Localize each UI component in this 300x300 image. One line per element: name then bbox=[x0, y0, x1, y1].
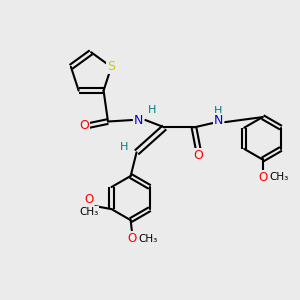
Text: H: H bbox=[148, 105, 156, 115]
Text: S: S bbox=[107, 60, 115, 74]
Text: CH₃: CH₃ bbox=[139, 234, 158, 244]
Text: H: H bbox=[214, 106, 223, 116]
Text: N: N bbox=[214, 114, 223, 127]
Text: N: N bbox=[134, 113, 143, 127]
Text: O: O bbox=[258, 171, 267, 184]
Text: CH₃: CH₃ bbox=[79, 207, 98, 217]
Text: H: H bbox=[120, 142, 128, 152]
Text: O: O bbox=[80, 119, 89, 132]
Text: O: O bbox=[194, 149, 203, 162]
Text: O: O bbox=[128, 232, 137, 245]
Text: CH₃: CH₃ bbox=[269, 172, 288, 182]
Text: O: O bbox=[84, 193, 94, 206]
